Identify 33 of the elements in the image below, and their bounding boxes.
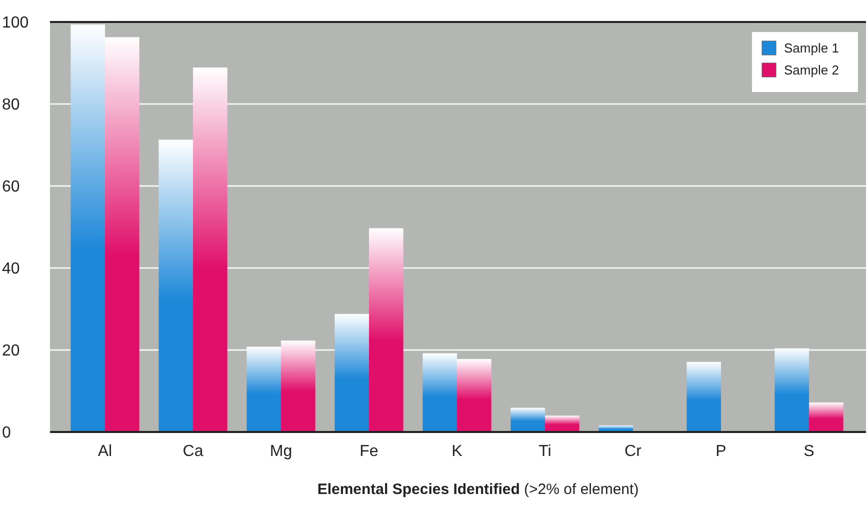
legend-label: Sample 1: [784, 40, 839, 56]
bar: [246, 346, 281, 432]
x-tick-label: Cr: [624, 443, 642, 460]
bar: [70, 24, 105, 432]
bar: [369, 228, 404, 432]
bar: [281, 340, 316, 432]
x-tick-label: S: [804, 443, 814, 460]
x-tick-label: Fe: [360, 443, 378, 460]
y-tick-label: 100: [2, 14, 29, 32]
bar: [510, 408, 545, 432]
bar: [545, 416, 580, 432]
y-tick-label: 20: [2, 342, 20, 360]
bar: [457, 359, 492, 432]
x-tick-label: K: [452, 443, 463, 460]
y-tick-label: 80: [2, 96, 20, 114]
bar: [193, 68, 228, 432]
bar: [809, 402, 844, 432]
y-tick-label: 0: [2, 424, 11, 442]
x-tick-label: P: [716, 443, 726, 460]
bar: [105, 37, 140, 432]
bar: [422, 353, 457, 432]
x-tick-label: Ca: [182, 443, 204, 460]
bar: [774, 348, 809, 432]
legend-label: Sample 2: [784, 62, 839, 78]
y-tick-label: 60: [2, 178, 20, 196]
x-tick-label: Mg: [270, 443, 292, 460]
bar: [334, 314, 369, 432]
x-axis-title: Elemental Species Identified (>2% of element): [317, 481, 639, 498]
bar: [686, 362, 721, 432]
x-tick-label: Al: [98, 443, 112, 460]
y-tick-label: 40: [2, 260, 20, 278]
bar: [158, 140, 193, 432]
x-tick-label: Ti: [538, 443, 552, 460]
